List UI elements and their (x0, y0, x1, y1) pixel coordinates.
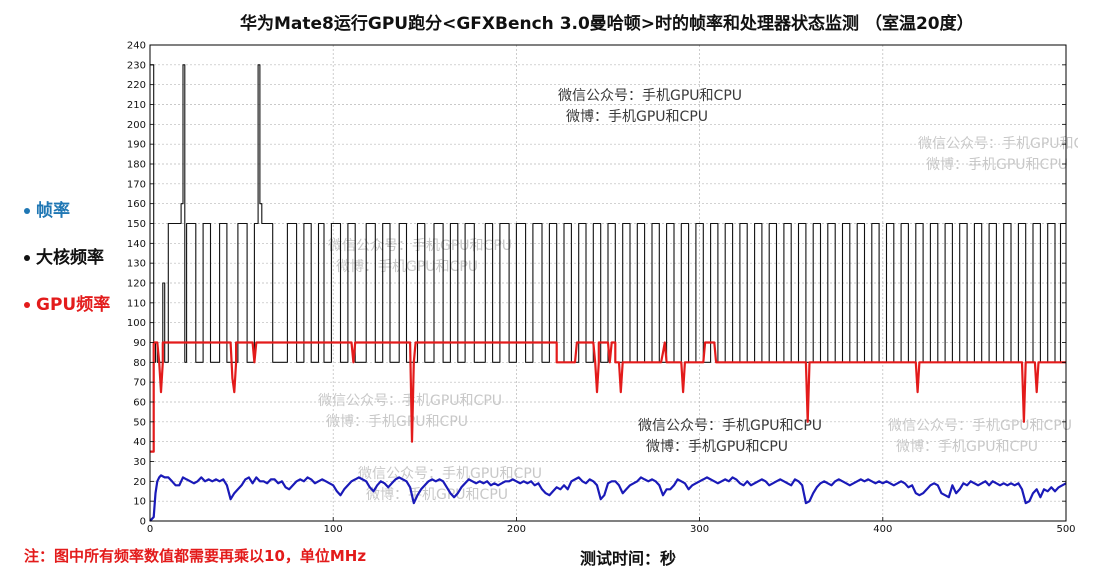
x-axis-caption: 测试时间：秒 (580, 549, 677, 568)
y-tick-label: 20 (133, 477, 146, 488)
y-tick-label: 230 (127, 60, 146, 71)
watermark-line2: 微博：手机GPU和CPU (896, 438, 1038, 455)
y-tick-label: 200 (127, 120, 146, 131)
legend-item-gpu: GPU频率 (24, 290, 110, 337)
y-tick-label: 120 (127, 279, 146, 290)
y-tick-label: 170 (127, 179, 146, 190)
x-tick-label: 100 (324, 524, 343, 535)
y-tick-label: 180 (127, 160, 146, 171)
x-tick-label: 200 (507, 524, 526, 535)
watermark-line1: 微信公众号：手机GPU和CPU (558, 88, 742, 104)
watermark-line2: 微博：手机GPU和CPU (926, 156, 1068, 173)
legend-label-big-core: 大核频率 (36, 248, 104, 268)
legend-item-big-core: 大核频率 (24, 243, 110, 290)
y-tick-label: 150 (127, 219, 146, 230)
legend-label-gpu: GPU频率 (36, 295, 111, 315)
y-tick-label: 50 (133, 417, 146, 428)
x-tick-label: 400 (873, 524, 892, 535)
legend-item-fps: 帧率 (24, 196, 110, 243)
legend-dot-gpu (24, 302, 30, 308)
y-tick-label: 130 (127, 259, 146, 270)
watermark-line2: 微博：手机GPU和CPU (646, 438, 788, 455)
series-line-fps (149, 474, 1067, 522)
x-tick-label: 0 (147, 524, 153, 535)
line-chart: 微信公众号：手机GPU和CPU 微博：手机GPU和CPU 微信公众号：手机GPU和C… (127, 41, 1102, 536)
legend: 帧率 大核频率 GPU频率 (24, 196, 110, 337)
y-tick-label: 160 (127, 199, 146, 210)
chart-title: 华为Mate8运行GPU跑分<GFXBench 3.0曼哈顿>时的帧率和处理器状… (240, 14, 974, 34)
footnote: 注：图中所有频率数值都需要再乘以10，单位MHz (24, 547, 367, 565)
y-tick-label: 100 (127, 318, 146, 329)
x-tick-label: 500 (1056, 524, 1075, 535)
y-tick-label: 110 (127, 298, 146, 309)
y-tick-label: 240 (127, 41, 146, 52)
watermark-line1: 微信公众号：手机GPU和CPU (328, 238, 512, 254)
watermark-line2: 微博：手机GPU和CPU (566, 108, 708, 125)
watermark-line1: 微信公众号：手机GPU和CPU (358, 466, 542, 482)
watermark-line1: 微信公众号：手机GPU和CPU (918, 136, 1078, 152)
watermark-line1: 微信公众号：手机GPU和CPU (318, 393, 502, 409)
y-tick-label: 30 (133, 457, 146, 468)
y-tick-label: 40 (133, 437, 146, 448)
y-tick-label: 80 (133, 358, 146, 369)
y-tick-label: 70 (133, 378, 146, 389)
y-tick-label: 90 (133, 338, 146, 349)
y-tick-label: 140 (127, 239, 146, 250)
watermark-line1: 微信公众号：手机GPU和CPU (638, 418, 822, 434)
y-tick-label: 60 (133, 398, 146, 409)
y-tick-label: 210 (127, 100, 146, 111)
series-line-gpu-freq (150, 341, 1066, 453)
legend-label-fps: 帧率 (36, 201, 70, 221)
legend-dot-fps (24, 208, 30, 214)
watermark-line2: 微博：手机GPU和CPU (326, 413, 468, 430)
chart-area: 微信公众号：手机GPU和CPU 微博：手机GPU和CPU 微信公众号：手机GPU和C… (118, 36, 1102, 536)
y-tick-label: 190 (127, 140, 146, 151)
y-tick-label: 220 (127, 80, 146, 91)
y-tick-label: 0 (140, 517, 146, 528)
watermark-line1: 微信公众号：手机GPU和CPU (888, 418, 1072, 434)
y-tick-label: 10 (133, 497, 146, 508)
x-tick-label: 300 (690, 524, 709, 535)
legend-dot-big-core (24, 255, 30, 261)
series-line-big-core-freq (150, 64, 1066, 363)
watermark-line2: 微博：手机GPU和CPU (366, 486, 508, 503)
